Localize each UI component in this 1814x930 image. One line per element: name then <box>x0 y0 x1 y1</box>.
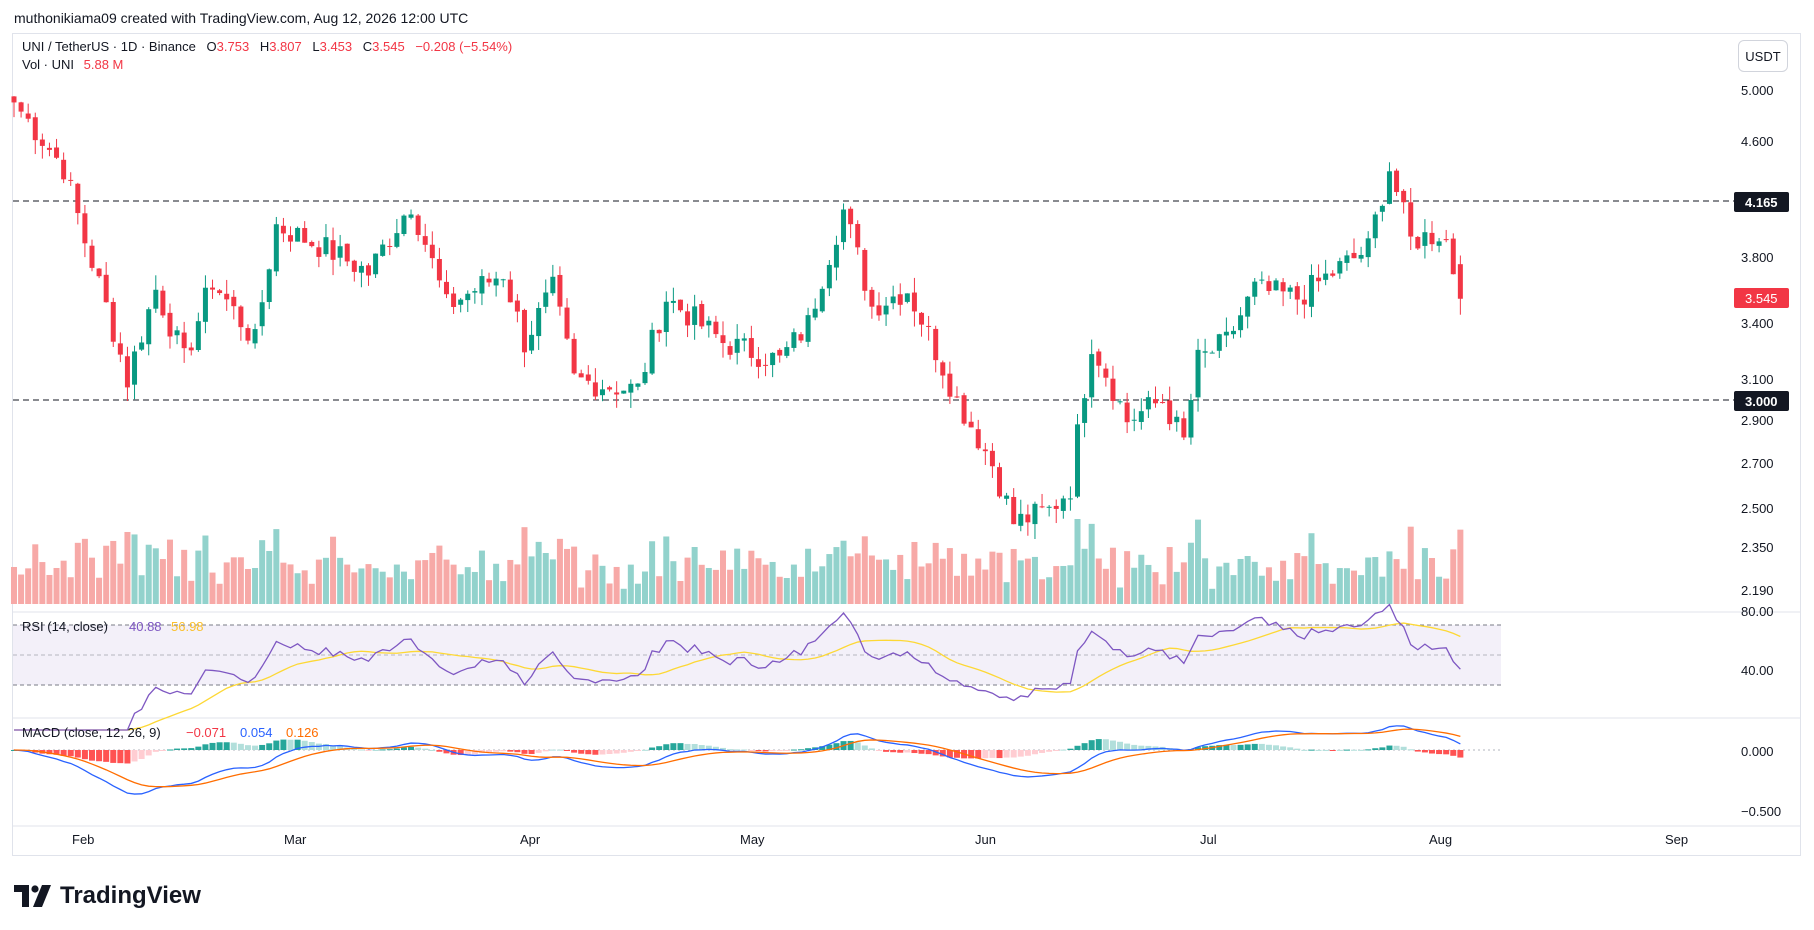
brand-name: TradingView <box>60 882 201 909</box>
high-label: H <box>259 39 270 54</box>
high-value: 3.807 <box>269 39 302 54</box>
volume-label[interactable]: Vol · UNI <box>22 57 75 72</box>
symbol-legend: UNI / TetherUS · 1D · Binance O3.753 H3.… <box>22 39 512 54</box>
low-label: L <box>312 39 320 54</box>
chart-header-attribution: muthonikiama09 created with TradingView.… <box>14 10 469 26</box>
volume-value: 5.88 M <box>83 57 124 72</box>
symbol-name[interactable]: UNI / TetherUS · 1D · Binance <box>22 39 196 54</box>
open-value: 3.753 <box>216 39 250 54</box>
low-value: 3.453 <box>319 39 353 54</box>
close-label: C <box>362 39 373 54</box>
close-value: 3.545 <box>372 39 405 54</box>
tradingview-logo-icon <box>14 885 51 907</box>
tradingview-brand[interactable]: TradingView <box>14 882 201 910</box>
volume-legend: Vol · UNI 5.88 M <box>22 57 123 72</box>
open-label: O <box>206 39 217 54</box>
change-value: −0.208 (−5.54%) <box>415 39 513 54</box>
currency-unit-button[interactable]: USDT <box>1738 40 1788 72</box>
chart-panel[interactable] <box>12 33 1801 856</box>
